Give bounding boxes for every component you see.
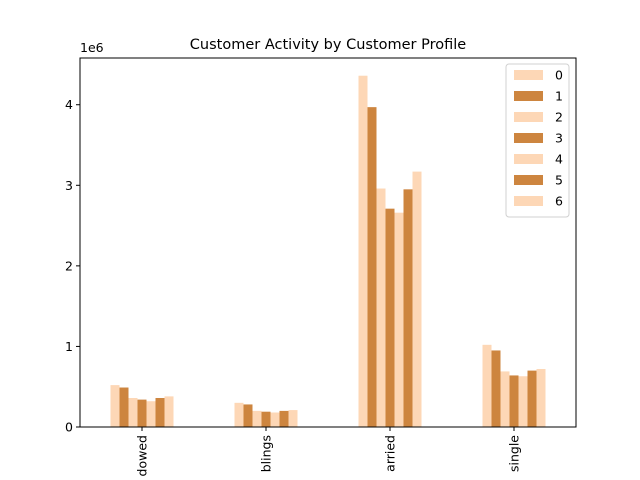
x-tick-label-arried: arried — [383, 435, 398, 472]
bar-single-series-5 — [527, 370, 537, 427]
bar-arried-series-3 — [385, 208, 395, 427]
bar-blings-series-4 — [270, 412, 280, 427]
plot-area-frame — [79, 57, 577, 428]
legend-label-1: 1 — [555, 89, 563, 104]
y-tick-label-3: 3 — [65, 178, 73, 193]
bar-dowed-series-6 — [164, 396, 174, 427]
legend-label-5: 5 — [555, 173, 563, 188]
x-tick-label-dowed: dowed — [135, 435, 150, 476]
bar-single-series-6 — [536, 368, 546, 427]
bar-blings-series-5 — [279, 410, 289, 427]
bar-blings-series-3 — [261, 411, 271, 427]
bar-arried-series-4 — [394, 212, 404, 427]
bar-single-series-1 — [491, 350, 501, 427]
bar-blings-series-2 — [252, 410, 262, 427]
legend-label-6: 6 — [555, 194, 563, 209]
bar-arried-series-6 — [412, 171, 422, 427]
bar-blings-series-0 — [234, 402, 244, 427]
y-axis: 0 1 2 3 4 — [65, 97, 80, 435]
legend-label-3: 3 — [555, 131, 563, 146]
bar-blings-series-1 — [243, 404, 253, 427]
bar-dowed-series-3 — [137, 399, 147, 427]
y-axis-offset-label: 1e6 — [80, 40, 104, 55]
x-tick-label-blings: blings — [259, 435, 274, 472]
x-tick-label-single: single — [507, 435, 522, 472]
bar-dowed-series-0 — [110, 385, 120, 427]
legend-swatch-4 — [514, 154, 543, 164]
bar-arried-series-0 — [358, 75, 368, 428]
chart-title: Customer Activity by Customer Profile — [190, 37, 466, 53]
y-tick-label-0: 0 — [65, 420, 73, 435]
bar-blings-series-6 — [288, 410, 298, 427]
legend-swatch-5 — [514, 175, 543, 185]
legend-swatch-0 — [514, 70, 543, 80]
legend-label-4: 4 — [555, 152, 563, 167]
y-tick-label-4: 4 — [65, 97, 73, 112]
legend-label-0: 0 — [555, 68, 563, 83]
y-tick-label-1: 1 — [65, 339, 73, 354]
bar-arried-series-5 — [403, 189, 413, 427]
x-axis: dowed blings arried single — [135, 427, 522, 476]
legend-swatch-3 — [514, 133, 543, 143]
bar-arried-series-2 — [376, 188, 386, 427]
bar-single-series-3 — [509, 375, 519, 427]
bar-dowed-series-1 — [119, 387, 129, 427]
bar-dowed-series-2 — [128, 397, 138, 427]
legend-swatch-1 — [514, 91, 543, 101]
bar-single-series-2 — [500, 371, 510, 427]
legend-label-2: 2 — [555, 110, 563, 125]
bar-dowed-series-5 — [155, 397, 165, 427]
legend-swatch-2 — [514, 112, 543, 122]
bars-group — [110, 75, 546, 428]
bar-dowed-series-4 — [146, 401, 156, 427]
y-tick-label-2: 2 — [65, 258, 73, 273]
bar-arried-series-1 — [367, 107, 377, 427]
legend-swatch-6 — [514, 196, 543, 206]
bar-single-series-0 — [482, 344, 492, 427]
legend: 0 1 2 3 4 5 6 — [505, 63, 570, 218]
bar-single-series-4 — [518, 376, 528, 427]
